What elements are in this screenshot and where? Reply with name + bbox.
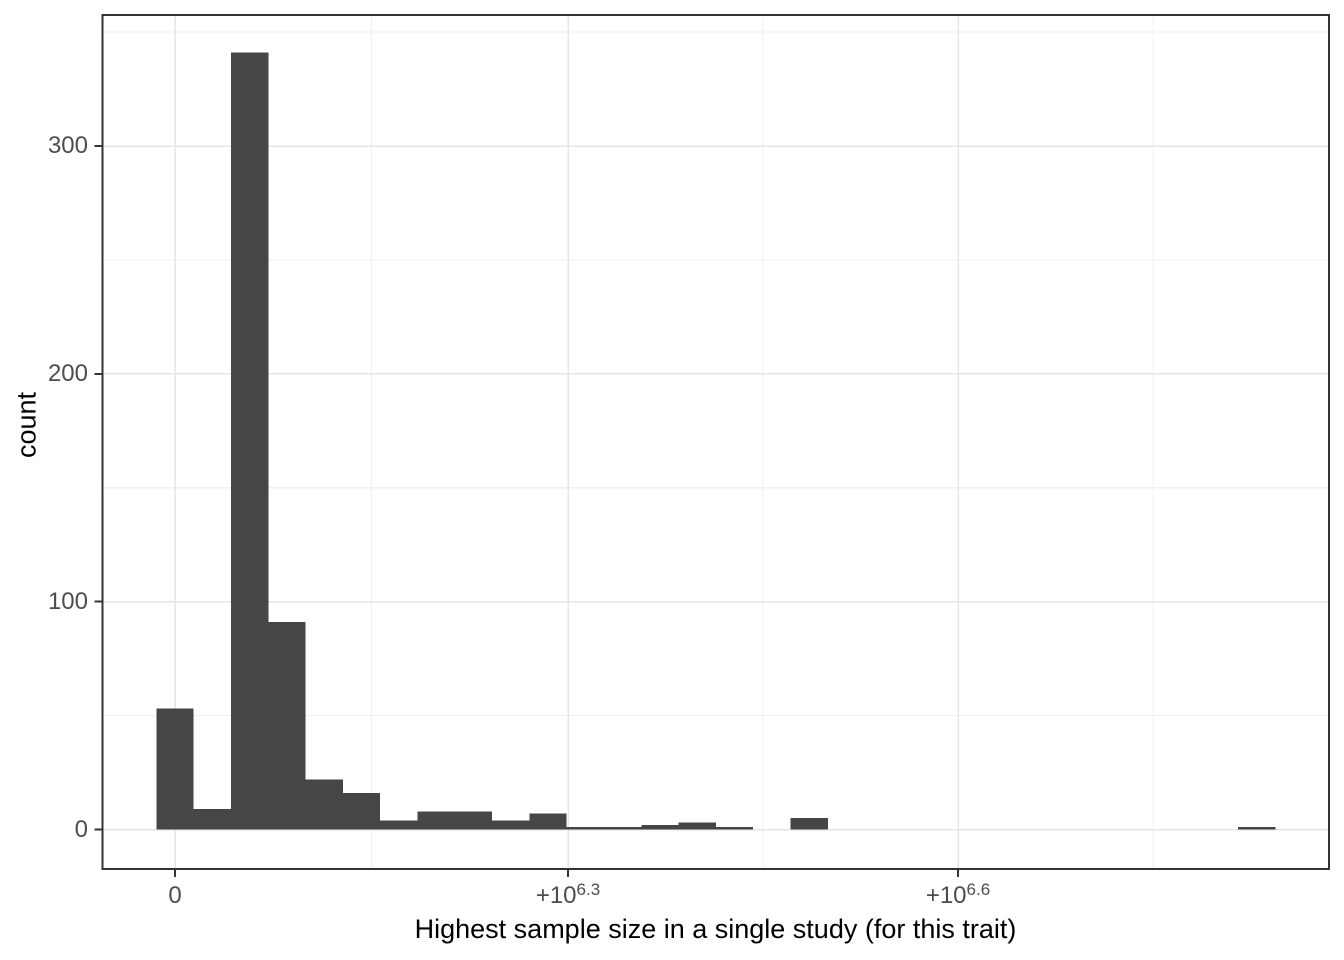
x-tick-label-base: +10: [535, 882, 577, 909]
histogram-bar: [156, 708, 194, 830]
y-axis-title: count: [11, 391, 42, 459]
histogram-bar: [641, 824, 679, 830]
histogram-bar: [715, 827, 754, 830]
panel-background: [102, 15, 1329, 869]
y-tick-label: 200: [47, 359, 88, 387]
panel-border: [101, 14, 1330, 870]
histogram-bar: [790, 818, 828, 830]
histogram-bars: [156, 52, 1276, 830]
histogram-bar: [231, 52, 269, 830]
histogram-bar: [1238, 827, 1276, 830]
histogram-bar: [566, 827, 604, 830]
histogram-bar: [305, 779, 343, 830]
y-tick-label: 0: [74, 815, 88, 843]
x-tick-label-base: 0: [168, 882, 182, 909]
axis-tick-marks: [94, 145, 959, 877]
x-tick-label-base: +10: [925, 882, 967, 909]
histogram-bar: [342, 793, 381, 830]
histogram-bar: [678, 822, 716, 830]
histogram-bar: [492, 820, 530, 830]
minor-gridlines: [102, 15, 1329, 869]
histogram-bar: [454, 811, 493, 830]
histogram-bar: [268, 622, 306, 830]
y-tick-label: 100: [47, 587, 88, 615]
x-tick-label: 0: [168, 882, 181, 910]
histogram-bar: [529, 813, 567, 830]
histogram-bar: [604, 827, 642, 830]
x-tick-label: +106.6: [925, 880, 991, 910]
y-tick-label: 300: [47, 132, 88, 159]
x-tick-label-exponent: 6.6: [966, 880, 991, 899]
histogram-bar: [380, 820, 418, 830]
histogram-bar: [417, 811, 455, 830]
x-tick-label-exponent: 6.3: [576, 880, 601, 899]
x-tick-label: +106.3: [535, 880, 601, 910]
histogram-bar: [193, 808, 231, 830]
x-axis-title: Highest sample size in a single study (f…: [414, 914, 1017, 944]
